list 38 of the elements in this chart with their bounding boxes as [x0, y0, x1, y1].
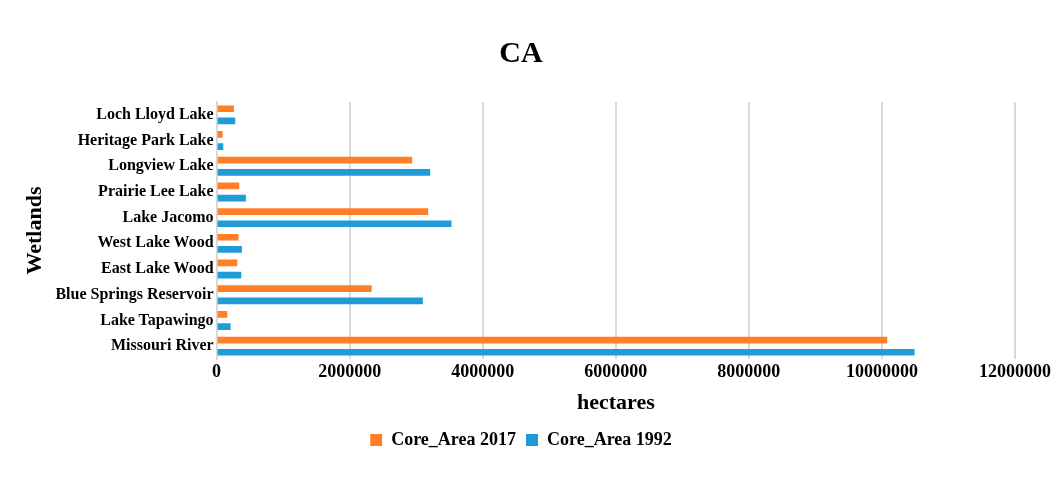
y-tick-label: West Lake Wood	[97, 233, 214, 251]
y-tick-label: Loch Lloyd Lake	[96, 104, 214, 123]
bar	[217, 348, 915, 356]
bar	[217, 233, 239, 241]
bar	[217, 156, 413, 164]
x-tick-label: 8000000	[717, 361, 781, 382]
bar	[217, 246, 242, 253]
bar	[217, 143, 224, 151]
x-tick-label: 6000000	[584, 361, 648, 382]
x-tick-label: 2000000	[318, 361, 382, 382]
bar	[217, 131, 223, 138]
y-tick-label: East Lake Wood	[100, 259, 214, 277]
legend-label: Core_Area 1992	[547, 428, 672, 449]
bar	[217, 297, 423, 305]
bar	[217, 182, 240, 190]
x-tick-label: 10000000	[845, 361, 918, 382]
bar	[217, 323, 231, 330]
y-tick-label: Lake Jacomo	[122, 207, 214, 225]
y-axis-title: Wetlands	[20, 186, 46, 275]
bar	[217, 105, 234, 113]
bar	[217, 169, 431, 176]
bar	[217, 310, 228, 318]
bar	[217, 220, 452, 228]
y-tick-label: Longview Lake	[108, 156, 214, 175]
bar	[217, 208, 429, 215]
bar	[217, 271, 242, 279]
y-tick-label: Missouri River	[110, 336, 214, 354]
y-tick-label: Prairie Lee Lake	[98, 182, 214, 200]
x-tick-label: 0	[212, 361, 222, 382]
chart-title: CA	[499, 34, 543, 68]
x-axis-title: hectares	[576, 389, 656, 415]
y-tick-label: Heritage Park Lake	[77, 130, 214, 149]
legend-label: Core_Area 2017	[391, 428, 517, 449]
y-tick-label: Lake Tapawingo	[100, 310, 214, 329]
x-tick-label: 12000000	[979, 361, 1051, 382]
y-tick-label: Blue Springs Reservoir	[55, 284, 214, 303]
bar	[217, 285, 372, 292]
x-tick-label: 4000000	[451, 361, 515, 382]
